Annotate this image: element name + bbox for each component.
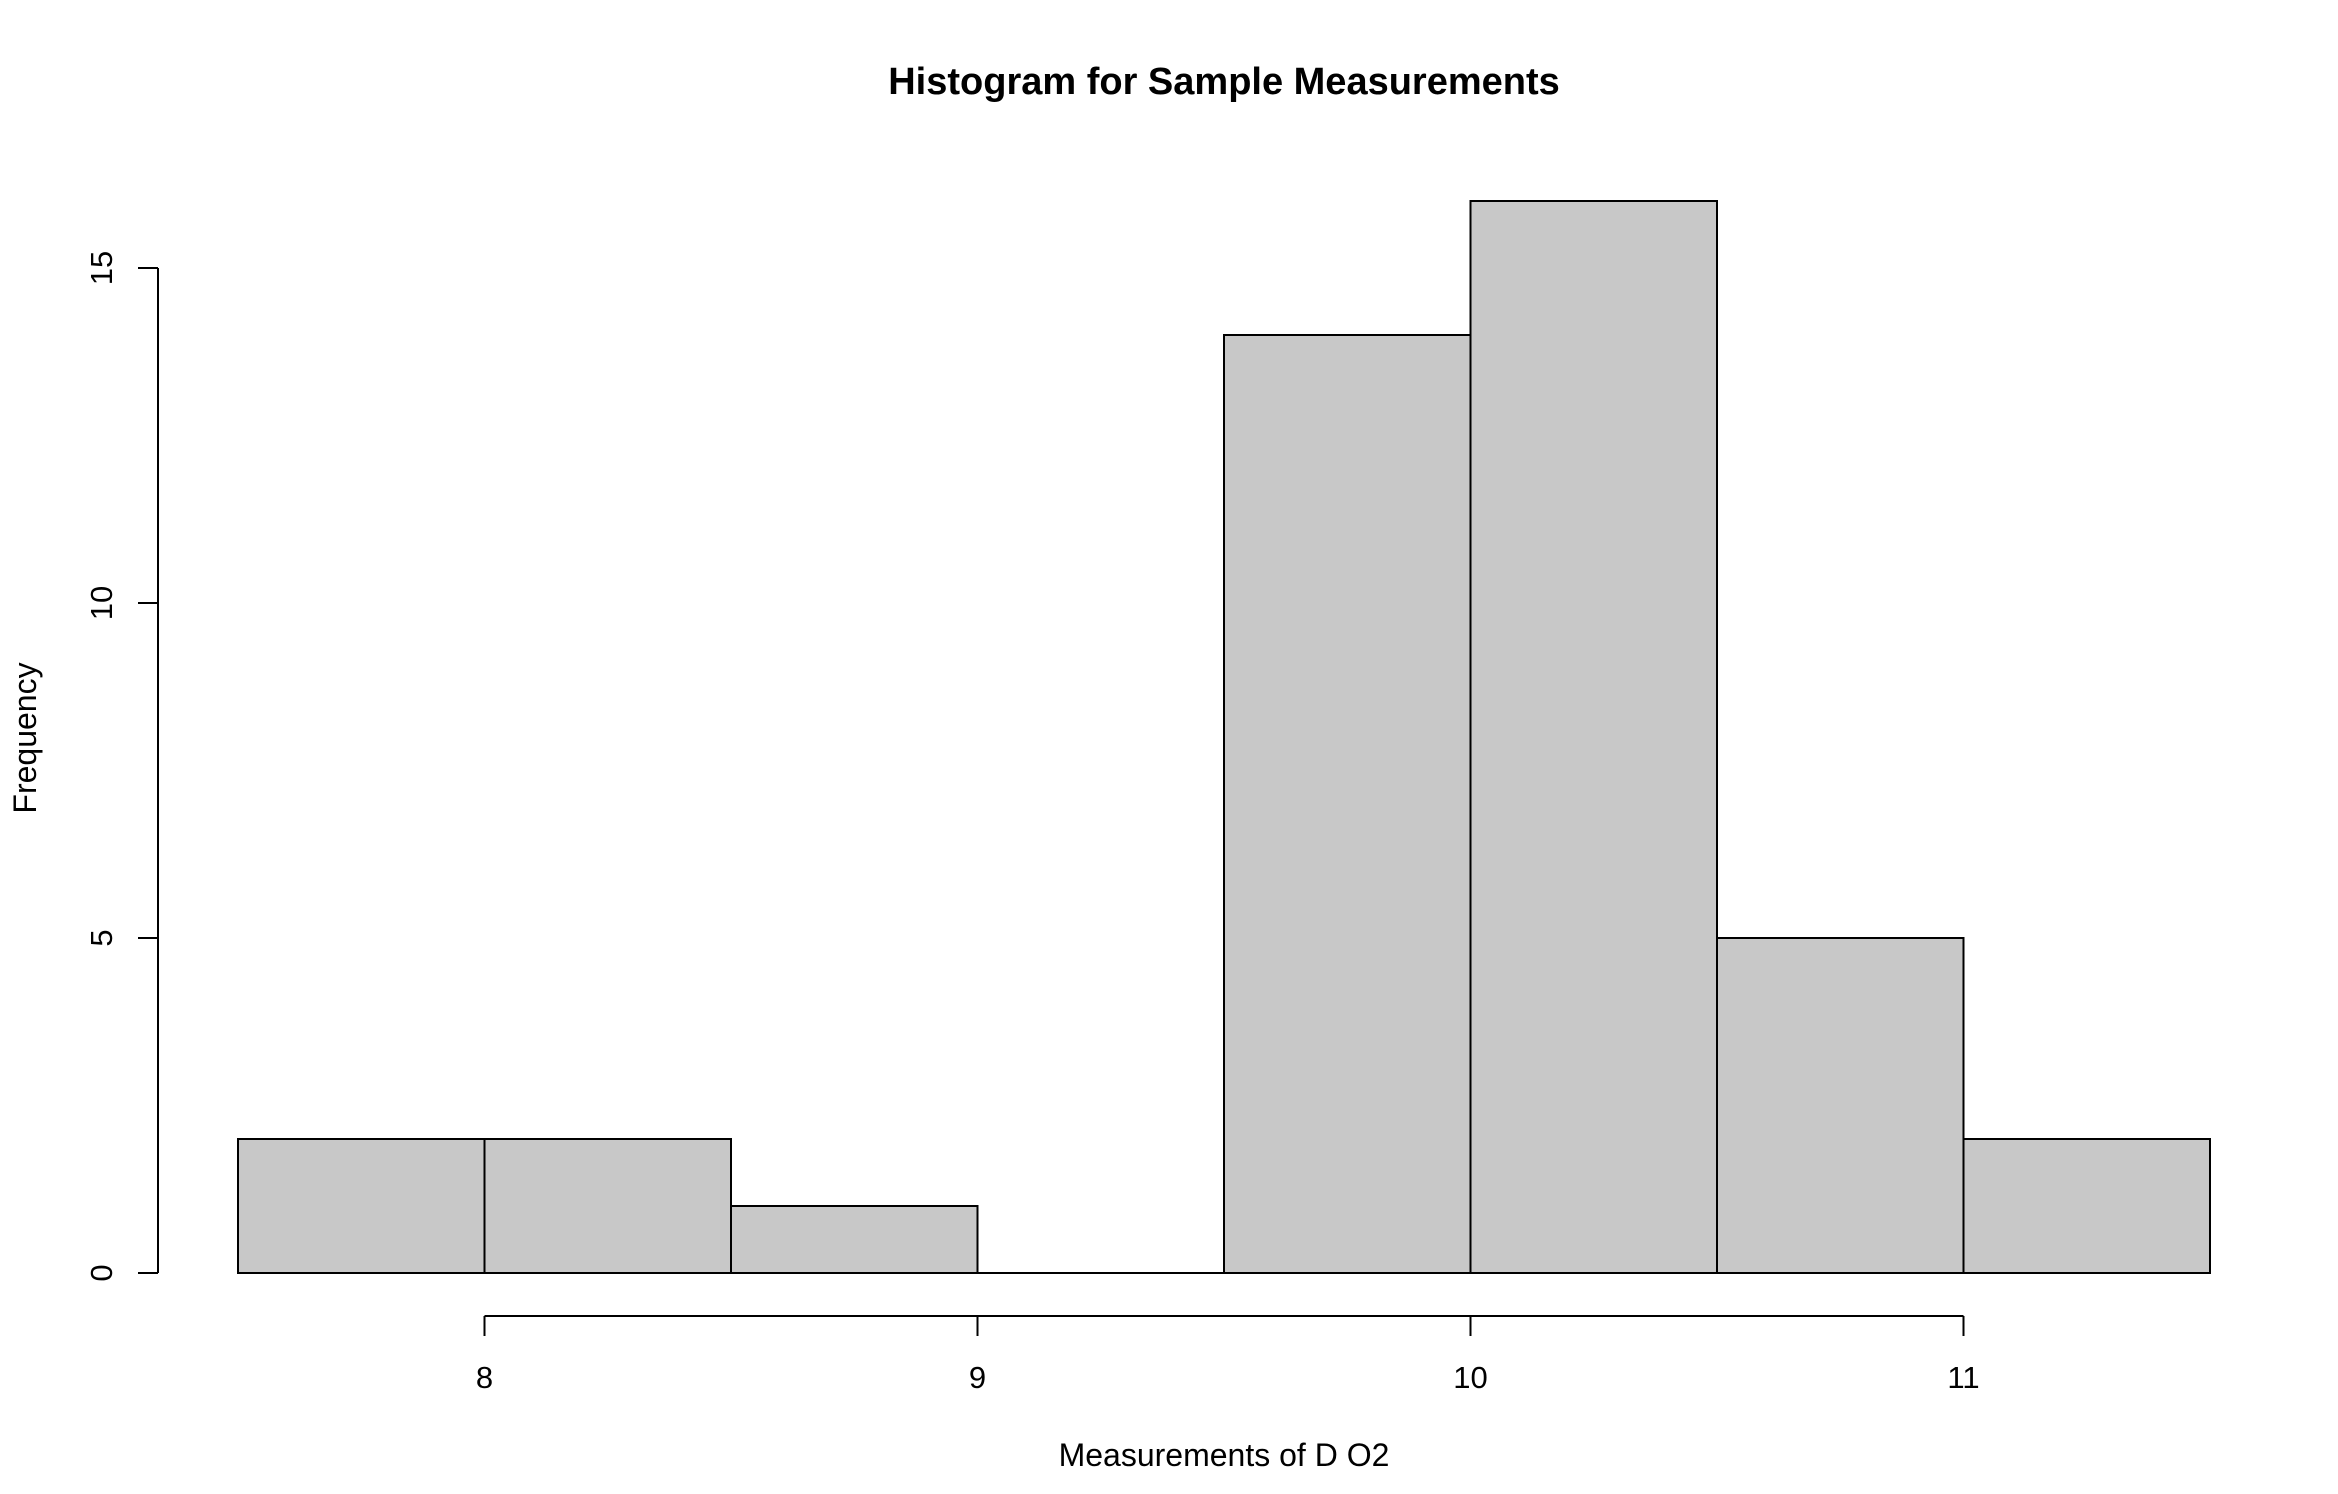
histogram-bar-1 — [483, 1138, 732, 1274]
x-tick-label-1: 9 — [969, 1360, 986, 1395]
x-tick-label-0: 8 — [476, 1360, 493, 1395]
y-tick-label-0: 0 — [84, 1264, 119, 1281]
histogram-bar-5 — [1469, 200, 1718, 1274]
y-tick-label-2: 10 — [84, 586, 119, 620]
y-axis-label: Frequency — [7, 662, 43, 813]
bars-group — [237, 200, 2211, 1274]
y-axis: 0 5 10 15 — [84, 251, 159, 1282]
histogram-bar-2 — [730, 1205, 979, 1274]
chart-title: Histogram for Sample Measurements — [888, 61, 1560, 103]
histogram-bar-4 — [1223, 334, 1472, 1274]
x-tick-label-3: 11 — [1947, 1360, 1979, 1395]
x-axis-label: Measurements of D O2 — [1059, 1437, 1390, 1473]
x-tick-label-2: 10 — [1453, 1360, 1487, 1395]
histogram-bar-7 — [1962, 1138, 2211, 1274]
x-axis: 8 9 10 11 — [476, 1315, 1980, 1395]
y-tick-label-3: 15 — [84, 251, 119, 285]
y-tick-label-1: 5 — [84, 929, 119, 946]
histogram-bar-6 — [1716, 937, 1965, 1274]
histogram-bar-0 — [237, 1138, 486, 1274]
